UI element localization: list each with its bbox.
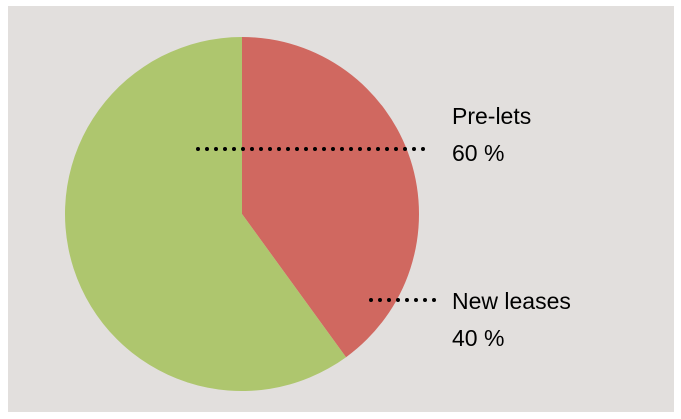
pie-slices — [65, 37, 420, 391]
pie-slice-pre-lets — [65, 37, 347, 391]
pie-slice-new-leases — [242, 37, 420, 358]
slice-label-pre-lets: Pre-lets — [452, 103, 531, 129]
slice-value-pre-lets: 60 % — [452, 140, 504, 166]
slice-value-new-leases: 40 % — [452, 325, 504, 351]
slice-label-new-leases: New leases — [452, 288, 571, 314]
